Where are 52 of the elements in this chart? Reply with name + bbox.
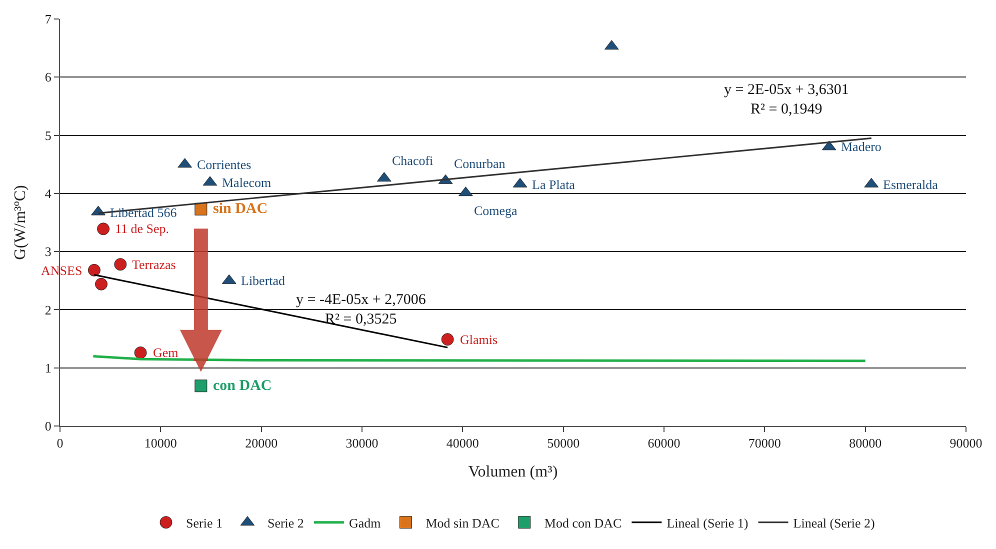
annotation: Corrientes bbox=[197, 157, 252, 172]
annotation: con DAC bbox=[213, 378, 272, 394]
point bbox=[95, 278, 108, 290]
annotation: Madero bbox=[841, 139, 882, 154]
annotation: y = 2E-05x + 3,6301 R² = 0,1949 bbox=[724, 82, 849, 118]
x-tick-label: 90000 bbox=[950, 436, 982, 451]
point bbox=[194, 202, 208, 216]
annotation: Libertad bbox=[241, 273, 286, 288]
annotation: y = -4E-05x + 2,7006 R² = 0,3525 bbox=[296, 292, 426, 328]
legend-label: Gadm bbox=[348, 515, 381, 530]
y-tick-label: 7 bbox=[44, 12, 52, 27]
legend-label: Mod sin DAC bbox=[426, 515, 500, 530]
point bbox=[114, 258, 127, 271]
legend-label: Lineal (Serie 2) bbox=[793, 515, 875, 530]
x-tick-label: 10000 bbox=[144, 436, 177, 451]
annotation: Malecom bbox=[222, 175, 272, 190]
annotation: Chacofi bbox=[392, 153, 434, 168]
point bbox=[441, 333, 454, 346]
annotation: La Plata bbox=[532, 177, 576, 192]
x-tick-label: 20000 bbox=[245, 436, 278, 451]
x-tick-label: 50000 bbox=[547, 436, 580, 451]
x-tick-label: 60000 bbox=[648, 436, 680, 451]
y-tick-label: 2 bbox=[44, 302, 52, 318]
y-tick-label: 4 bbox=[44, 186, 52, 201]
y-tick-label: 0 bbox=[44, 418, 52, 434]
annotation: Conurban bbox=[454, 156, 506, 171]
annotation: Glamis bbox=[460, 332, 498, 347]
x-tick-label: 80000 bbox=[849, 436, 882, 451]
legend-label: Serie 2 bbox=[267, 515, 304, 530]
annotation: Esmeralda bbox=[883, 177, 938, 192]
point bbox=[194, 380, 208, 392]
annotation: Gem bbox=[153, 345, 178, 360]
legend-label: Lineal (Serie 1) bbox=[666, 515, 748, 530]
x-tick-label: 30000 bbox=[346, 436, 378, 451]
annotation: 11 de Sep. bbox=[115, 221, 170, 236]
x-tick-label: 0 bbox=[56, 436, 64, 451]
legend-label: Serie 1 bbox=[186, 515, 222, 530]
y-axis-title: G(W/m³ºC) bbox=[12, 185, 29, 260]
point bbox=[88, 264, 100, 276]
point bbox=[97, 222, 110, 236]
y-tick-label: 3 bbox=[44, 244, 52, 260]
annotation: Comega bbox=[474, 203, 518, 218]
point bbox=[134, 346, 147, 359]
x-tick-label: 70000 bbox=[748, 436, 781, 451]
y-tick-label: 6 bbox=[44, 70, 52, 85]
legend-label: Mod con DAC bbox=[544, 515, 622, 530]
annotation: Terrazas bbox=[132, 257, 176, 272]
y-tick-label: 1 bbox=[44, 360, 52, 376]
annotation: sin DAC bbox=[213, 201, 268, 217]
x-axis-title: Volumen (m³) bbox=[468, 463, 558, 480]
y-tick-label: 5 bbox=[44, 128, 52, 143]
x-tick-label: 40000 bbox=[446, 436, 479, 451]
